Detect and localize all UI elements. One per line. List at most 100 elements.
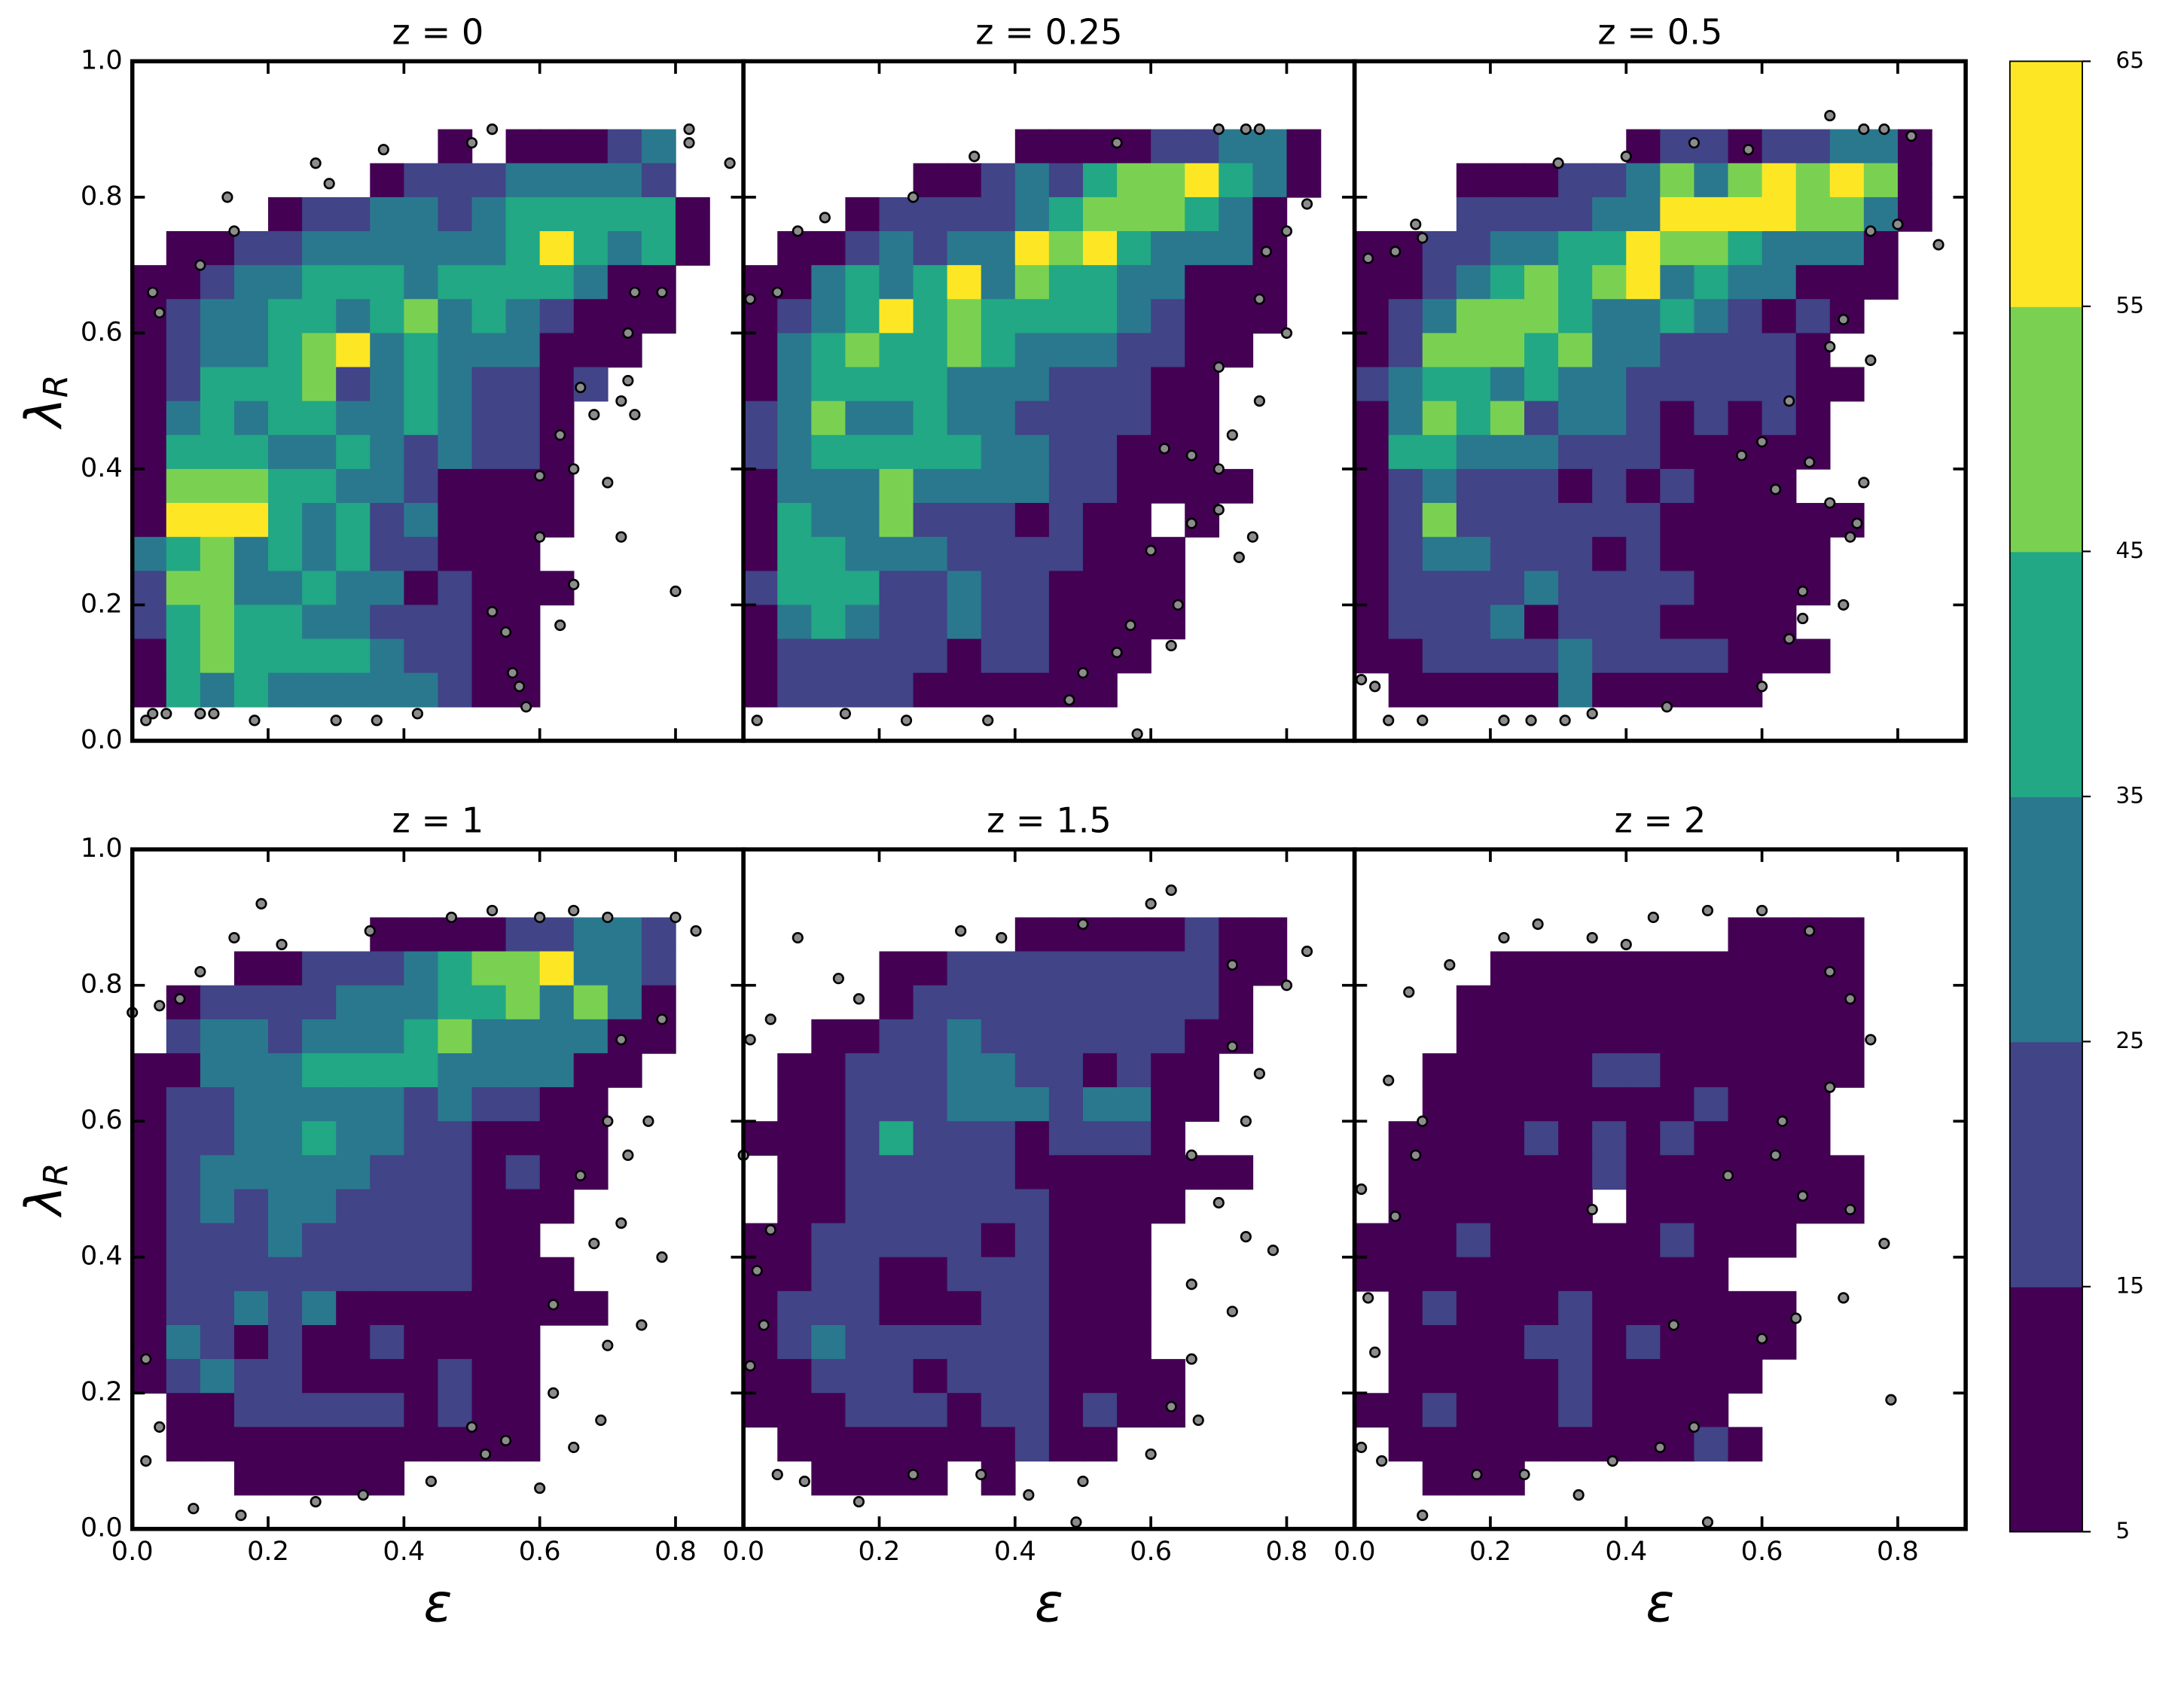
hist-cell	[1388, 1359, 1423, 1394]
hist-cell	[1728, 163, 1763, 198]
hist-cell	[1117, 401, 1151, 436]
hist-cell	[539, 401, 575, 436]
galaxy-point	[1023, 1489, 1035, 1501]
hist-cell	[505, 1053, 541, 1088]
galaxy-point	[1212, 123, 1225, 136]
hist-cell	[1524, 1324, 1559, 1360]
hist-cell	[336, 605, 371, 640]
hist-cell	[370, 1257, 405, 1292]
hist-cell	[336, 1087, 371, 1122]
galaxy-point	[798, 1475, 810, 1488]
hist-cell	[1660, 571, 1695, 606]
hist-cell	[471, 163, 507, 198]
hist-cell	[1558, 638, 1593, 674]
hist-cell	[1558, 1324, 1593, 1360]
hist-cell	[438, 1290, 473, 1326]
hist-cell	[1694, 265, 1729, 300]
hist-cell	[1456, 1290, 1491, 1326]
hist-cell	[981, 231, 1016, 266]
hist-cell	[505, 605, 541, 640]
hist-cell	[845, 401, 880, 436]
hist-cell	[1014, 333, 1050, 368]
galaxy-point	[140, 1455, 152, 1467]
hist-cell	[1014, 1189, 1050, 1224]
galaxy-point	[1417, 1115, 1429, 1127]
hist-cell	[1660, 951, 1695, 986]
hist-cell	[1117, 503, 1151, 538]
hist-cell	[981, 468, 1016, 504]
galaxy-point	[1688, 137, 1701, 149]
hist-cell	[947, 1087, 982, 1122]
hist-cell	[471, 1257, 507, 1292]
hist-cell	[1490, 1019, 1525, 1054]
hist-cell	[233, 1189, 269, 1224]
hist-cell	[1558, 434, 1593, 470]
hist-cell	[1592, 605, 1627, 640]
hist-cell	[1354, 1393, 1389, 1428]
hist-cell	[200, 1087, 235, 1122]
hist-cell	[336, 231, 371, 266]
hist-cell	[539, 434, 575, 470]
hist-cell	[302, 1121, 337, 1156]
hist-cell	[1456, 231, 1491, 266]
hist-cell	[1558, 265, 1593, 300]
hist-cell	[811, 537, 846, 572]
galaxy-point	[1858, 123, 1870, 136]
hist-cell	[132, 333, 167, 368]
galaxy-point	[1185, 1149, 1197, 1161]
hist-cell	[1151, 299, 1185, 334]
hist-cell	[845, 1155, 880, 1190]
hist-cell	[1117, 1087, 1151, 1122]
hist-cell	[1117, 638, 1151, 674]
hist-cell	[913, 1290, 948, 1326]
hist-cell	[879, 1257, 914, 1292]
hist-cell	[336, 571, 371, 606]
galaxy-point	[724, 157, 736, 169]
x-tick-label: 0.6	[1741, 1536, 1783, 1567]
galaxy-point	[764, 1224, 776, 1236]
hist-cell	[302, 1359, 337, 1394]
hist-cell	[607, 129, 642, 164]
hist-cell	[404, 163, 439, 198]
hist-cell	[1456, 1155, 1491, 1190]
hist-cell	[947, 503, 982, 538]
hist-cell	[1456, 638, 1491, 674]
hist-cell	[1117, 1257, 1151, 1292]
hist-cell	[1694, 1053, 1729, 1088]
hist-cell	[1014, 1019, 1050, 1054]
hist-cell	[404, 638, 439, 674]
hist-cell	[743, 503, 778, 538]
hist-cell	[845, 1461, 880, 1496]
hist-cell	[1762, 1223, 1797, 1258]
hist-cell	[200, 605, 235, 640]
hist-cell	[1185, 1019, 1220, 1054]
hist-cell	[132, 1053, 167, 1088]
hist-cell	[777, 537, 813, 572]
hist-cell	[1117, 537, 1151, 572]
hist-cell	[200, 299, 235, 334]
hist-cell	[471, 367, 507, 402]
hist-cell	[505, 571, 541, 606]
hist-cell	[947, 1257, 982, 1292]
galaxy-point	[670, 585, 682, 597]
hist-cell	[166, 1087, 201, 1122]
hist-cell	[200, 1155, 235, 1190]
hist-cell	[1014, 231, 1050, 266]
hist-cell	[1829, 917, 1865, 952]
hist-cell	[1592, 1223, 1627, 1258]
hist-cell	[404, 468, 439, 504]
hist-cell	[132, 638, 167, 674]
hist-cell	[268, 985, 303, 1020]
hist-cell	[1117, 917, 1151, 952]
hist-cell	[1829, 197, 1865, 232]
hist-cell	[1728, 401, 1763, 436]
hist-cell	[1422, 1324, 1457, 1360]
hist-cell	[370, 1155, 405, 1190]
hist-cell	[1762, 333, 1797, 368]
hist-cell	[1185, 468, 1220, 504]
hist-cell	[1558, 605, 1593, 640]
hist-cell	[268, 299, 303, 334]
hist-cell	[336, 985, 371, 1020]
hist-cell	[200, 367, 235, 402]
